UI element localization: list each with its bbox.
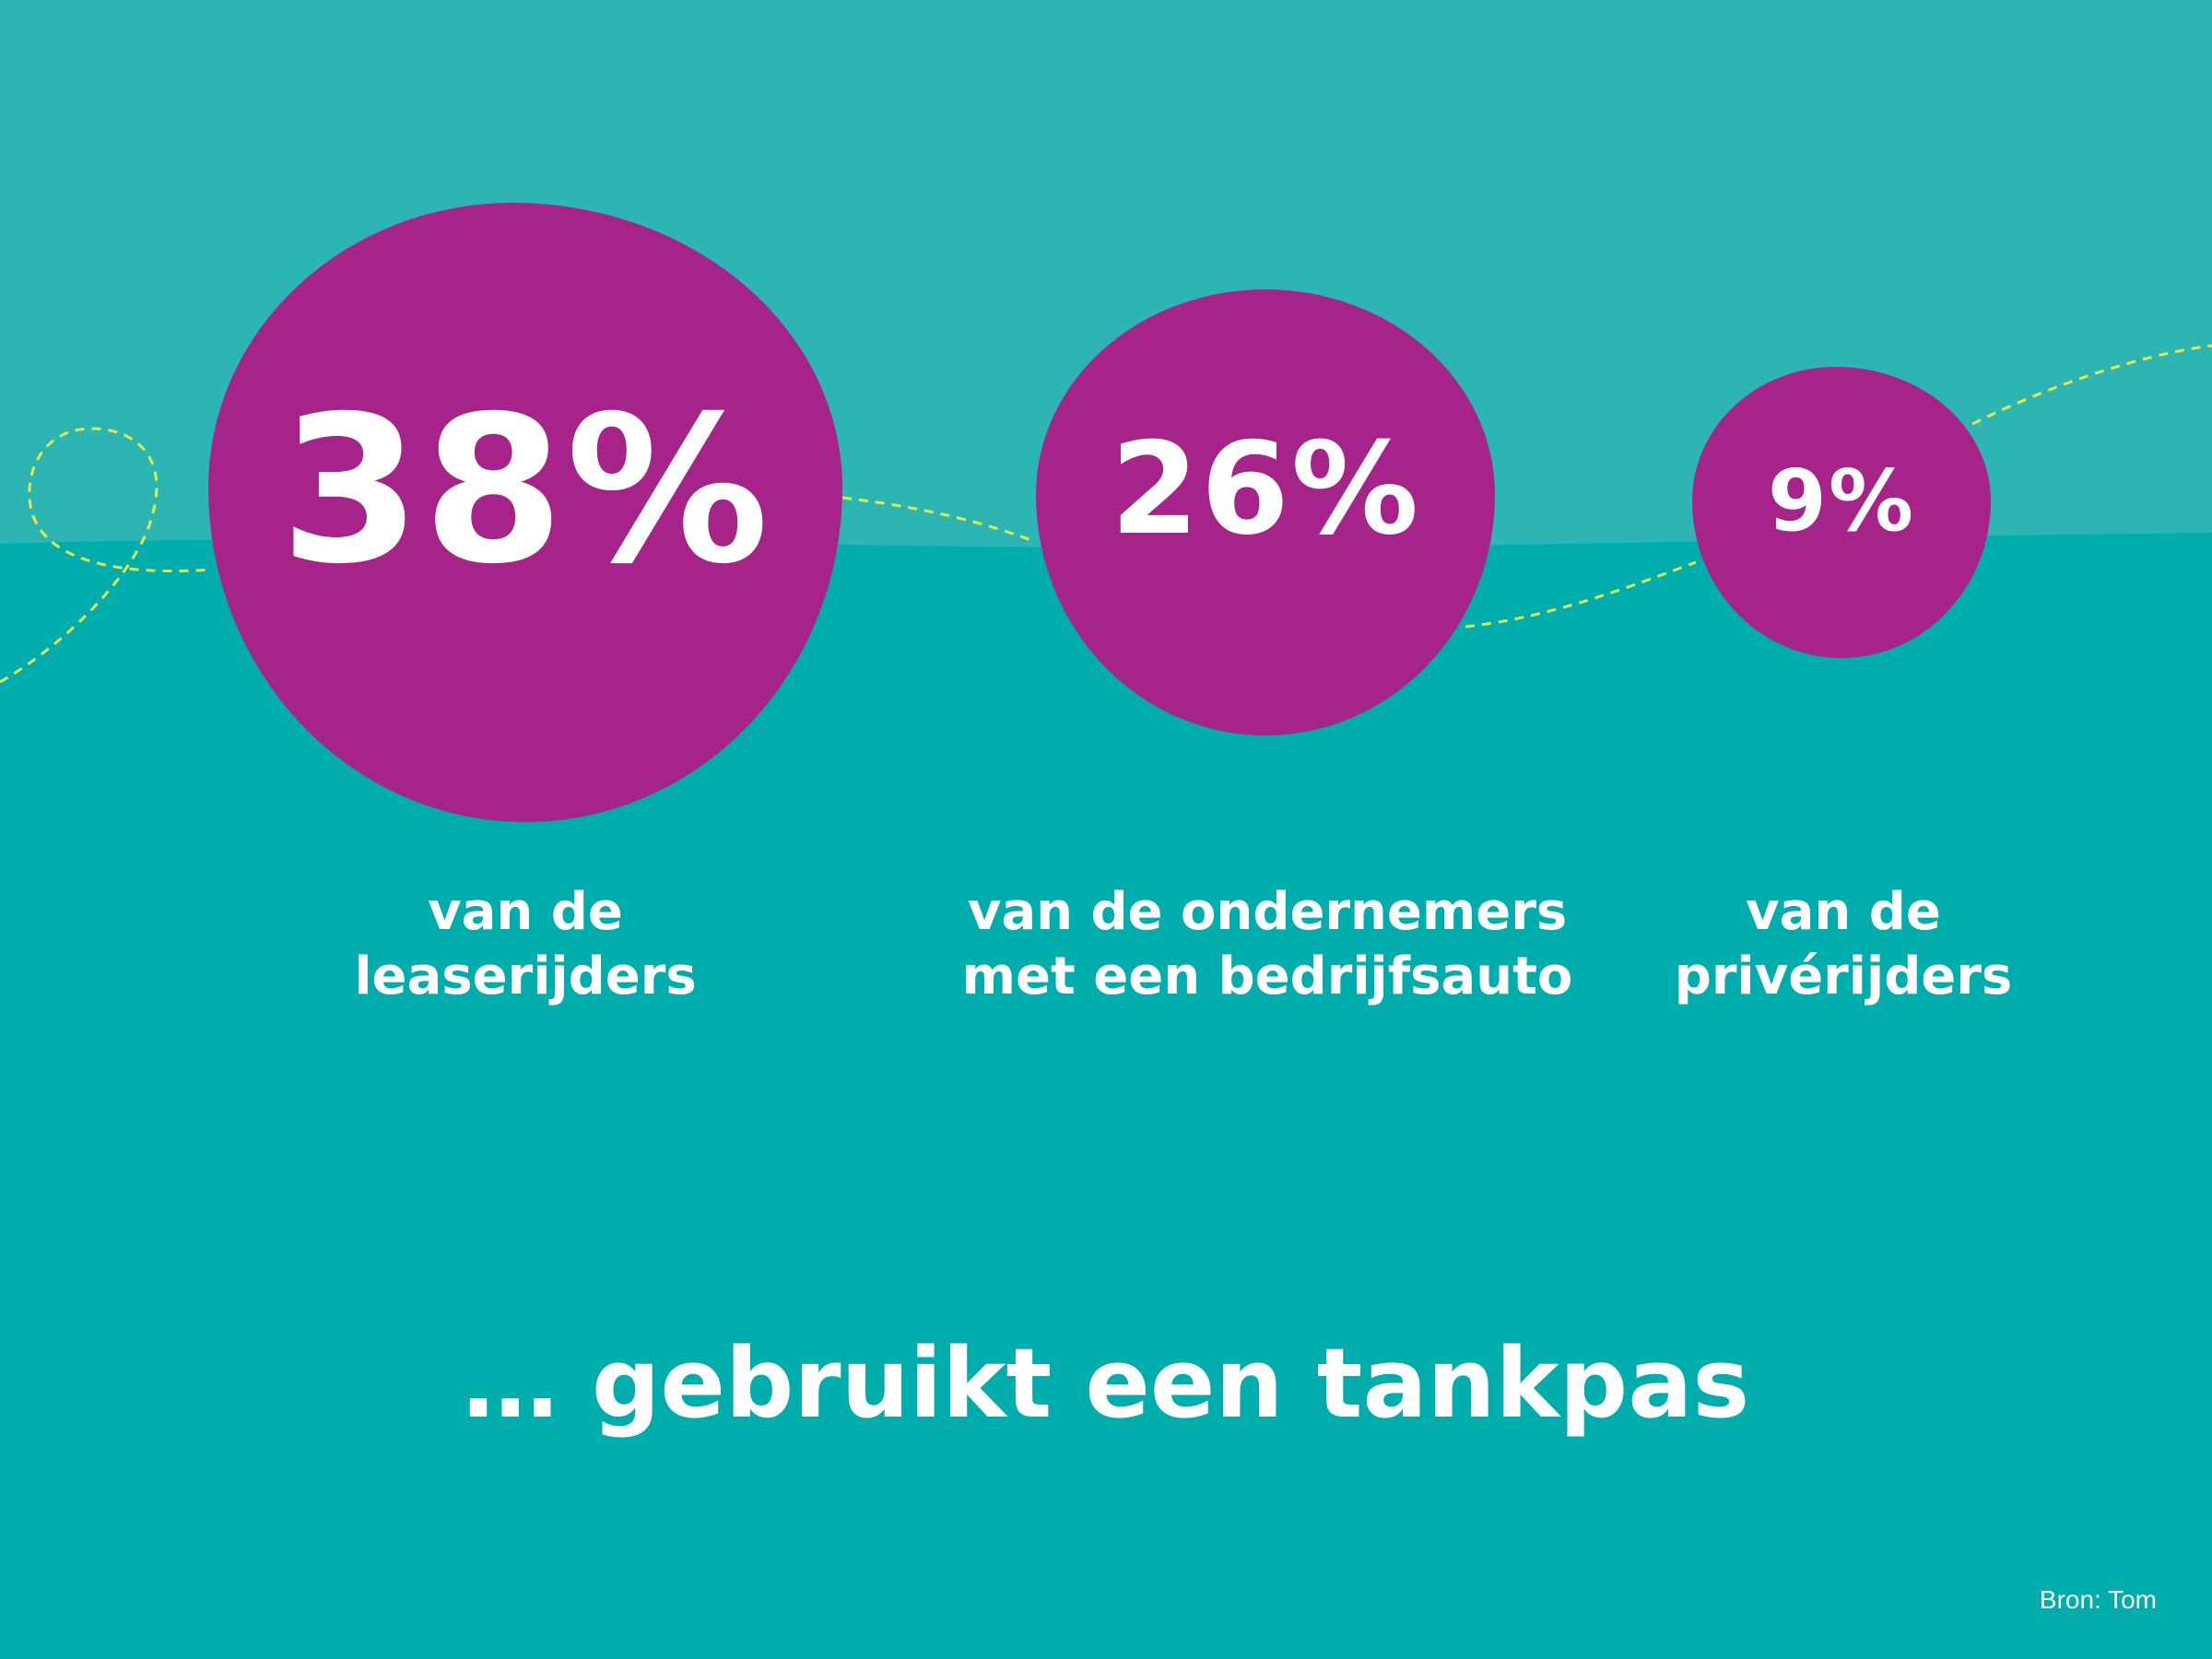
bubble-priverijders: 9% bbox=[1692, 367, 1991, 658]
category-label-leaserijders: van de leaserijders bbox=[276, 880, 774, 1009]
category-label-ondernemers: van de ondernemers met een bedrijfsauto bbox=[922, 880, 1613, 1009]
category-label-line: van de bbox=[1746, 882, 1941, 942]
dashed-path-segment-3 bbox=[1465, 560, 1697, 629]
headline: … gebruikt een tankpas bbox=[462, 1327, 1750, 1440]
bubble-value-leaserijders: 38% bbox=[279, 372, 771, 608]
category-label-priverijders: van de privérijders bbox=[1604, 880, 2083, 1009]
dashed-path-loop bbox=[0, 427, 213, 684]
category-label-line: privérijders bbox=[1674, 947, 2013, 1006]
bubble-value-ondernemers: 26% bbox=[1110, 414, 1421, 563]
category-label-line: met een bedrijfsauto bbox=[961, 947, 1573, 1006]
dashed-path bbox=[0, 344, 2212, 684]
dashed-path-segment-2 bbox=[841, 496, 1037, 544]
dashed-path-segment-4 bbox=[1971, 344, 2212, 426]
category-label-line: van de bbox=[428, 882, 623, 942]
category-label-line: leaserijders bbox=[354, 947, 697, 1006]
bubble-value-priverijders: 9% bbox=[1767, 451, 1916, 550]
source-note: Bron: Tom bbox=[2039, 1585, 2157, 1614]
bubble-ondernemers: 26% bbox=[1036, 289, 1495, 735]
bubble-leaserijders: 38% bbox=[208, 203, 842, 822]
category-label-line: van de ondernemers bbox=[967, 882, 1568, 942]
